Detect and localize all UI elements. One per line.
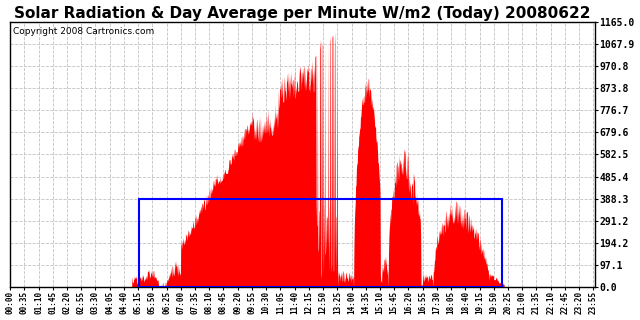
- Title: Solar Radiation & Day Average per Minute W/m2 (Today) 20080622: Solar Radiation & Day Average per Minute…: [14, 5, 591, 20]
- Text: Copyright 2008 Cartronics.com: Copyright 2008 Cartronics.com: [13, 27, 154, 36]
- Bar: [138, 199, 502, 287]
